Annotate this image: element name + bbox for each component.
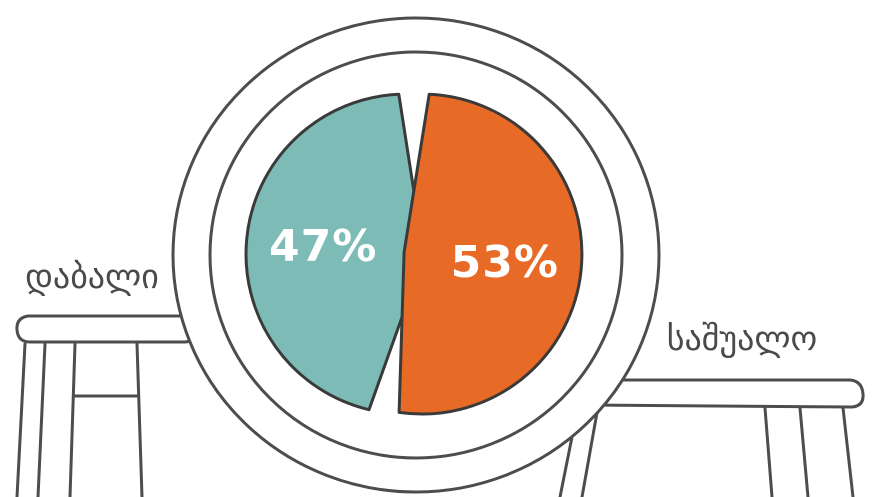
pie-labels: 47% 53% დაბალი საშუალო	[25, 221, 817, 359]
category-label-medium: საშუალო	[667, 319, 818, 359]
pie-label-low: 47%	[269, 221, 377, 272]
pie-slice-low	[244, 92, 426, 412]
pie-slices	[244, 92, 584, 416]
category-label-low: დაბალი	[25, 257, 159, 297]
pie-slice-medium	[397, 92, 584, 416]
pie-label-medium: 53%	[451, 237, 559, 288]
left-stool-illustration	[15, 314, 198, 497]
